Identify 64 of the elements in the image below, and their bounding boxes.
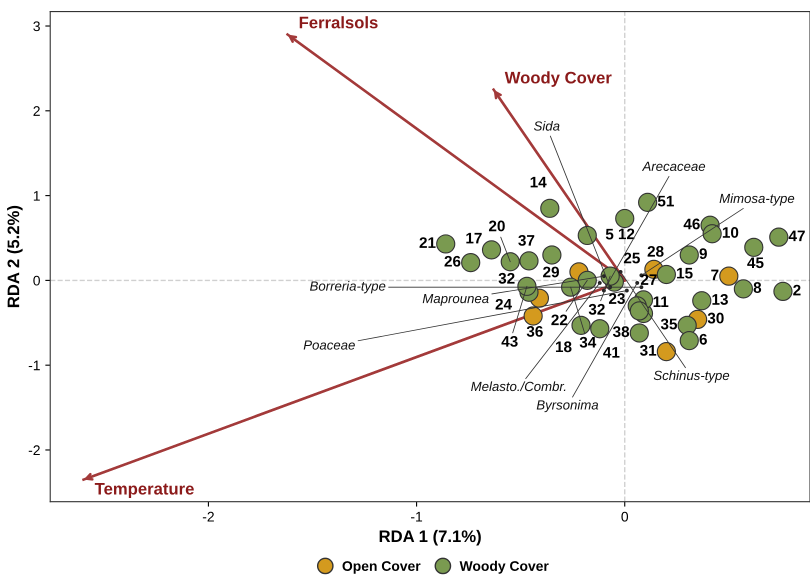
annotation: 10 xyxy=(722,227,738,238)
annotation: Sida xyxy=(534,120,560,131)
legend-label: Woody Cover xyxy=(460,560,549,574)
annotation: 17 xyxy=(466,232,482,244)
annotation: Maprounea xyxy=(422,294,489,306)
y-tick-label: -2 xyxy=(28,445,40,456)
legend-label: Open Cover xyxy=(342,561,420,574)
annotation: Byrsonima xyxy=(536,400,598,412)
annotation: 22 xyxy=(551,314,568,326)
annotation: 34 xyxy=(580,336,596,348)
annotation: 47 xyxy=(788,230,805,242)
annotation: Borreria-type xyxy=(310,281,386,294)
annotation: 31 xyxy=(640,344,656,356)
y-tick-label: 0 xyxy=(33,276,40,286)
annotation: 29 xyxy=(543,266,559,278)
annotation: Mimosa-type xyxy=(720,193,794,206)
annotation: 6 xyxy=(700,334,707,345)
annotation: 2 xyxy=(793,284,801,296)
annotation: 36 xyxy=(526,326,543,337)
x-axis-title: RDA 1 (7.1%) xyxy=(380,530,481,546)
annotation: 32 xyxy=(498,272,515,284)
annotation: 23 xyxy=(608,293,625,304)
y-tick-label: 2 xyxy=(33,106,40,116)
annotation: 30 xyxy=(708,312,724,324)
annotation: 9 xyxy=(700,248,707,260)
annotation: 25 xyxy=(624,252,640,264)
annotation: Schinus-type xyxy=(654,370,730,383)
annotation: 37 xyxy=(518,234,534,246)
annotation: 38 xyxy=(612,326,630,338)
annotation: 46 xyxy=(684,218,700,230)
annotation: Arecaceae xyxy=(642,162,706,172)
annotation: 15 xyxy=(677,268,693,279)
annotation: 35 xyxy=(660,318,678,330)
series-label: Ferralsols xyxy=(300,16,378,28)
annotation: 14 xyxy=(530,176,547,188)
annotation: 21 xyxy=(420,237,436,248)
annotation: 7 xyxy=(711,270,718,280)
annotation: 13 xyxy=(712,294,728,305)
series-label: Temperature xyxy=(94,483,194,498)
y-axis-title: RDA 2 (5.2%) xyxy=(7,206,23,308)
annotation: 24 xyxy=(496,298,512,310)
x-tick-label: 0 xyxy=(621,512,628,522)
annotation: 11 xyxy=(654,296,668,307)
annotation: 8 xyxy=(754,282,762,293)
annotation: 41 xyxy=(603,347,620,358)
annotation: 20 xyxy=(488,220,505,232)
y-tick-label: 3 xyxy=(33,21,40,32)
x-tick-label: -2 xyxy=(202,512,214,522)
annotation: 12 xyxy=(618,228,634,240)
annotation: 51 xyxy=(658,196,674,206)
annotation: Melasto./Combr. xyxy=(471,381,566,392)
annotation: 28 xyxy=(648,246,664,257)
annotation: 32 xyxy=(588,304,605,315)
x-tick-label: -1 xyxy=(411,512,422,522)
annotation: 27 xyxy=(640,274,657,285)
annotation: Poaceae xyxy=(304,340,355,350)
annotation: 26 xyxy=(444,256,460,267)
y-tick-label: -1 xyxy=(28,360,40,370)
annotation: 5 xyxy=(606,228,614,240)
annotation: 43 xyxy=(501,336,518,347)
annotation: 45 xyxy=(747,257,764,268)
series-label: Woody Cover xyxy=(504,71,612,87)
annotation: 18 xyxy=(556,341,572,352)
y-tick-label: 1 xyxy=(34,191,40,201)
